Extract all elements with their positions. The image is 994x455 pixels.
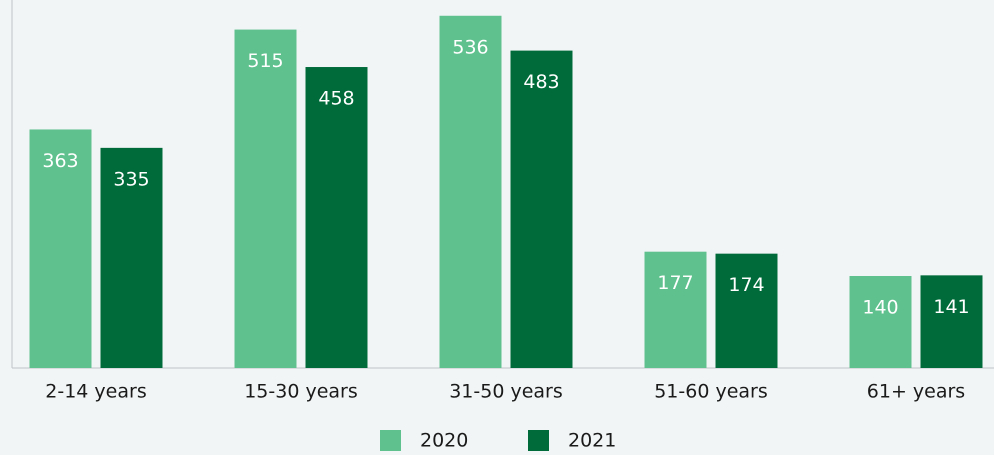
x-tick-label: 2-14 years	[45, 381, 146, 403]
bar	[29, 129, 92, 368]
x-tick-label: 51-60 years	[654, 381, 768, 403]
legend-label: 2020	[420, 430, 468, 452]
x-tick-label: 31-50 years	[449, 381, 563, 403]
bar	[849, 276, 912, 368]
bar	[920, 275, 983, 368]
x-tick-label: 61+ years	[867, 381, 965, 403]
value-label: 515	[247, 50, 283, 72]
legend-swatch	[528, 430, 549, 451]
value-label: 141	[933, 296, 969, 318]
bar	[715, 253, 778, 368]
value-label: 363	[42, 150, 78, 172]
bar	[234, 29, 297, 368]
value-label: 458	[318, 88, 354, 110]
value-label: 335	[113, 168, 149, 190]
bar	[644, 251, 707, 368]
bar	[439, 15, 502, 369]
bar	[305, 67, 368, 369]
x-tick-label: 15-30 years	[244, 381, 358, 403]
value-label: 177	[657, 272, 693, 294]
value-label: 483	[523, 71, 559, 93]
value-label: 536	[452, 36, 488, 58]
legend-label: 2021	[568, 430, 616, 452]
value-label: 140	[862, 297, 898, 319]
bar	[100, 147, 163, 368]
bar	[510, 50, 573, 368]
value-label: 174	[728, 274, 764, 296]
legend-swatch	[380, 430, 401, 451]
